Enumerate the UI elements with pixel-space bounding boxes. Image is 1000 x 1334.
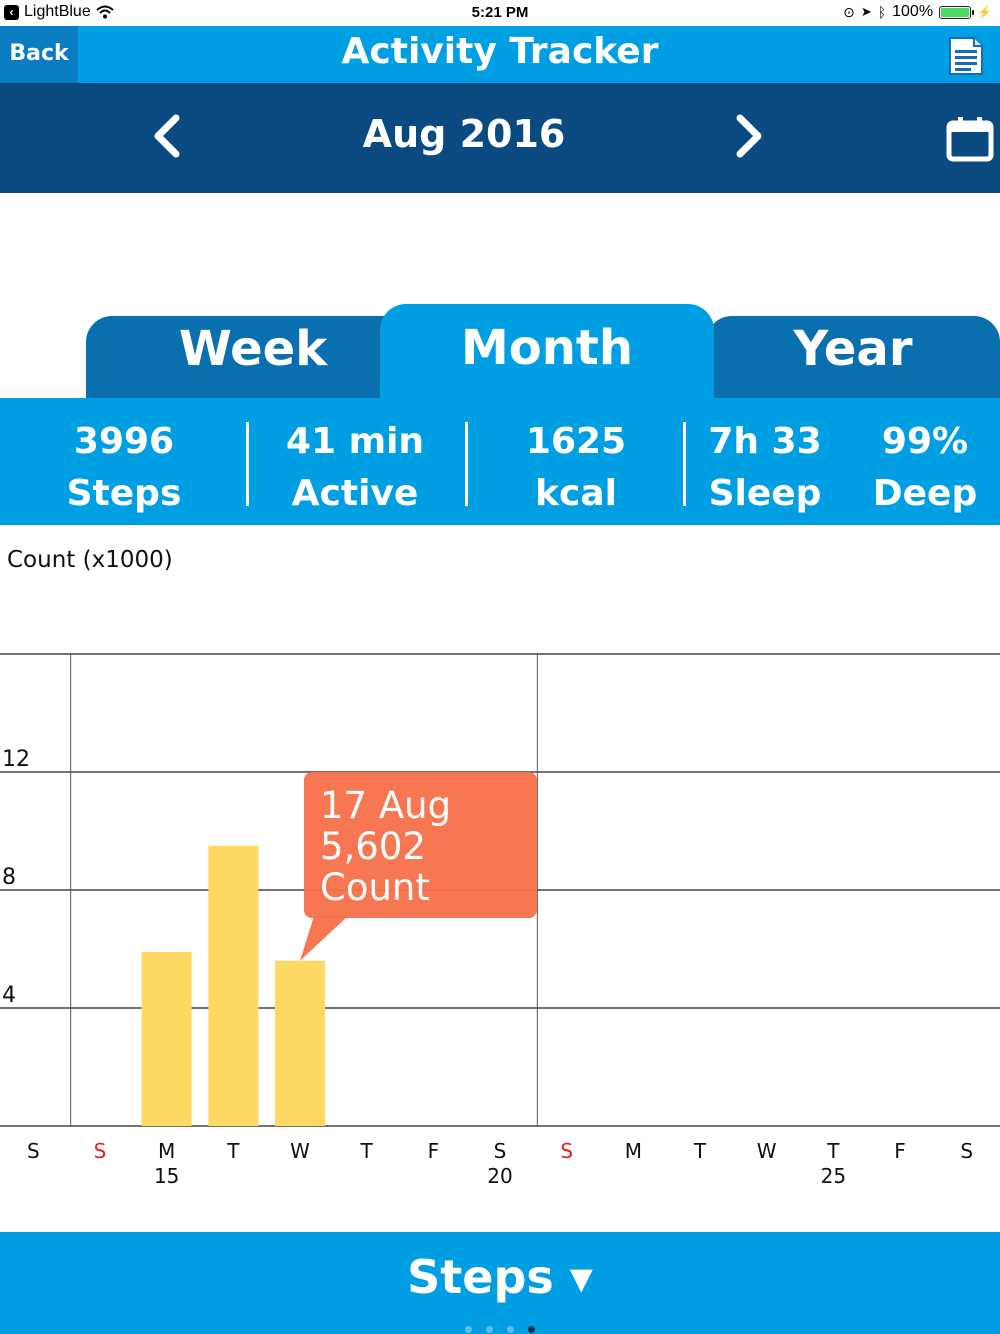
page-dot[interactable] (486, 1326, 493, 1333)
month-label: Aug 2016 (362, 112, 566, 156)
bar (141, 951, 192, 1126)
bluetooth-icon: ᛒ (877, 4, 887, 20)
x-tick-label: T (693, 1139, 707, 1163)
stat-unit: Active (291, 473, 419, 514)
summary-bar: 3996 Steps 41 min Active 1625 kcal 7h 33… (0, 398, 1000, 525)
status-bar: ‹ LightBlue 5:21 PM ⊙ ➤ ᛒ 100% ⚡ (0, 0, 1000, 26)
bar (208, 845, 259, 1126)
x-tick-label: F (894, 1139, 906, 1163)
x-tick-label: S (94, 1139, 107, 1163)
stat-value: 7h 33 (708, 421, 822, 462)
rotation-lock-icon: ⊙ (843, 3, 855, 20)
tab-month[interactable]: Month (380, 304, 714, 398)
steps-chart: Count (x1000) 12 8 4 S S M 15 T W T F S 20 S M T W T 25 F S 1… (0, 525, 1000, 1230)
month-navigation: Aug 2016 (0, 83, 1000, 193)
x-tick-label: M (158, 1139, 175, 1163)
stat-unit: Sleep (708, 473, 822, 514)
period-tabs: Week Year Month (0, 300, 1000, 398)
x-tick-label: S (560, 1139, 573, 1163)
divider (465, 422, 468, 506)
tooltip-box (304, 772, 537, 918)
stat-sleep: 7h 33 Sleep (695, 416, 835, 520)
battery-percent: 100% (892, 3, 934, 20)
page-title: Activity Tracker (341, 31, 659, 72)
carrier: ‹ LightBlue (4, 3, 114, 21)
x-tick-label: W (290, 1139, 310, 1163)
x-tick-label: M (625, 1139, 642, 1163)
x-tick-label: W (757, 1139, 777, 1163)
calendar-icon[interactable] (946, 115, 994, 163)
y-axis-label: Count (x1000) (7, 547, 173, 573)
previous-month-icon[interactable] (148, 113, 188, 159)
tab-week[interactable]: Week (86, 316, 420, 398)
x-tick-label: S (494, 1139, 507, 1163)
tooltip-text: 5,602 (320, 825, 426, 868)
stat-kcal: 1625 kcal (492, 416, 660, 520)
metric-dropdown[interactable]: Steps ▾ (407, 1250, 593, 1304)
back-button[interactable]: Back (0, 26, 78, 83)
x-tick-label: T (360, 1139, 374, 1163)
page-dot[interactable] (465, 1326, 472, 1333)
stat-active: 41 min Active (270, 416, 440, 520)
date-label: 15 (154, 1164, 179, 1188)
charging-icon: ⚡ (977, 5, 992, 19)
stat-value: 1625 (525, 421, 627, 462)
stat-steps: 3996 Steps (40, 416, 208, 520)
clock: 5:21 PM (471, 4, 529, 21)
divider (683, 422, 686, 506)
stat-value: 41 min (285, 421, 425, 462)
stat-value: 3996 (73, 421, 175, 462)
battery-icon (939, 5, 975, 19)
y-tick-label: 4 (2, 983, 16, 1008)
stat-unit: kcal (535, 473, 617, 514)
y-tick-label: 12 (2, 747, 30, 772)
report-icon[interactable] (948, 36, 984, 76)
page-dot[interactable] (507, 1326, 514, 1333)
page-indicator (0, 1326, 1000, 1333)
metric-selector[interactable]: Steps ▾ (0, 1232, 1000, 1334)
wifi-icon (96, 5, 114, 19)
tab-year[interactable]: Year (706, 316, 1000, 398)
date-label: 25 (821, 1164, 846, 1188)
x-tick-label: F (428, 1139, 440, 1163)
next-month-icon[interactable] (728, 113, 768, 159)
stat-value: 99% (881, 421, 969, 462)
location-icon: ➤ (860, 4, 872, 19)
back-to-app-icon[interactable]: ‹ (4, 4, 19, 20)
page-dot[interactable] (528, 1326, 535, 1333)
x-tick-label: S (960, 1139, 973, 1163)
status-icons: ⊙ ➤ ᛒ 100% ⚡ (843, 3, 992, 21)
x-tick-label: T (826, 1139, 840, 1163)
title-bar: Back Activity Tracker (0, 26, 1000, 83)
stat-unit: Steps (66, 473, 182, 514)
tooltip-text: Count (320, 866, 430, 909)
divider (246, 422, 249, 506)
x-tick-label: T (226, 1139, 240, 1163)
stat-deep: 99% Deep (850, 416, 1000, 520)
carrier-label: LightBlue (24, 3, 91, 20)
bar (275, 960, 325, 1126)
stat-unit: Deep (872, 473, 978, 514)
tooltip-text: 17 Aug (320, 784, 451, 827)
y-tick-label: 8 (2, 865, 16, 890)
tooltip-pointer (300, 916, 348, 961)
x-tick-label: S (27, 1139, 40, 1163)
date-label: 20 (487, 1164, 512, 1188)
